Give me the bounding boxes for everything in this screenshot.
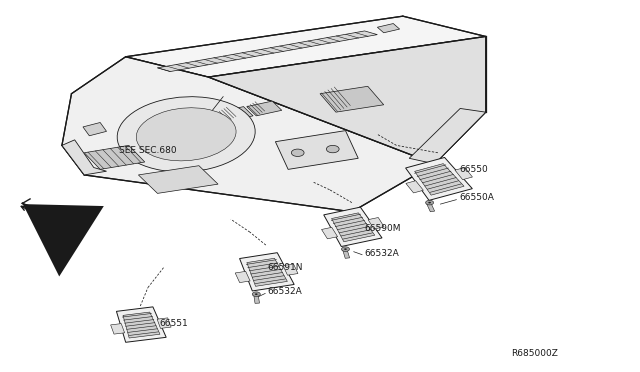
Polygon shape	[253, 294, 259, 303]
Text: 66550: 66550	[459, 165, 488, 174]
Polygon shape	[409, 109, 486, 164]
Text: FRONT: FRONT	[41, 222, 72, 231]
Polygon shape	[275, 131, 358, 169]
Polygon shape	[406, 157, 472, 201]
Text: SEE SEC.680: SEE SEC.680	[119, 147, 177, 155]
Circle shape	[428, 202, 431, 203]
Polygon shape	[62, 140, 106, 175]
Text: 66551: 66551	[159, 319, 188, 328]
Polygon shape	[239, 253, 294, 291]
Polygon shape	[406, 181, 424, 193]
Polygon shape	[378, 23, 399, 33]
Polygon shape	[332, 213, 375, 242]
Ellipse shape	[117, 97, 255, 172]
Polygon shape	[209, 36, 486, 164]
Polygon shape	[320, 86, 384, 112]
Polygon shape	[116, 307, 166, 342]
Polygon shape	[62, 57, 435, 212]
Polygon shape	[236, 271, 250, 283]
Text: 66550A: 66550A	[459, 193, 494, 202]
Ellipse shape	[136, 108, 236, 161]
Polygon shape	[125, 16, 486, 77]
Circle shape	[252, 292, 260, 296]
Polygon shape	[138, 166, 218, 193]
Polygon shape	[84, 145, 145, 169]
Circle shape	[344, 248, 347, 250]
Polygon shape	[283, 264, 298, 275]
Polygon shape	[111, 324, 125, 334]
Circle shape	[255, 294, 258, 295]
Polygon shape	[157, 318, 171, 328]
Polygon shape	[324, 207, 382, 247]
Polygon shape	[246, 101, 282, 116]
Text: 66532A: 66532A	[268, 288, 303, 296]
Polygon shape	[218, 107, 253, 121]
Polygon shape	[157, 31, 378, 71]
Circle shape	[342, 247, 349, 251]
Circle shape	[326, 145, 339, 153]
Polygon shape	[342, 249, 349, 258]
Polygon shape	[321, 227, 338, 239]
Text: 66590M: 66590M	[365, 224, 401, 233]
Polygon shape	[368, 218, 384, 229]
Polygon shape	[123, 312, 160, 338]
Text: 66532A: 66532A	[365, 249, 399, 258]
Text: R685000Z: R685000Z	[511, 350, 558, 359]
Polygon shape	[426, 202, 435, 212]
Polygon shape	[415, 164, 464, 195]
Polygon shape	[455, 167, 472, 180]
Polygon shape	[83, 122, 106, 136]
Circle shape	[291, 149, 304, 157]
Polygon shape	[247, 258, 287, 286]
Text: 66591N: 66591N	[268, 263, 303, 272]
Circle shape	[426, 200, 434, 205]
